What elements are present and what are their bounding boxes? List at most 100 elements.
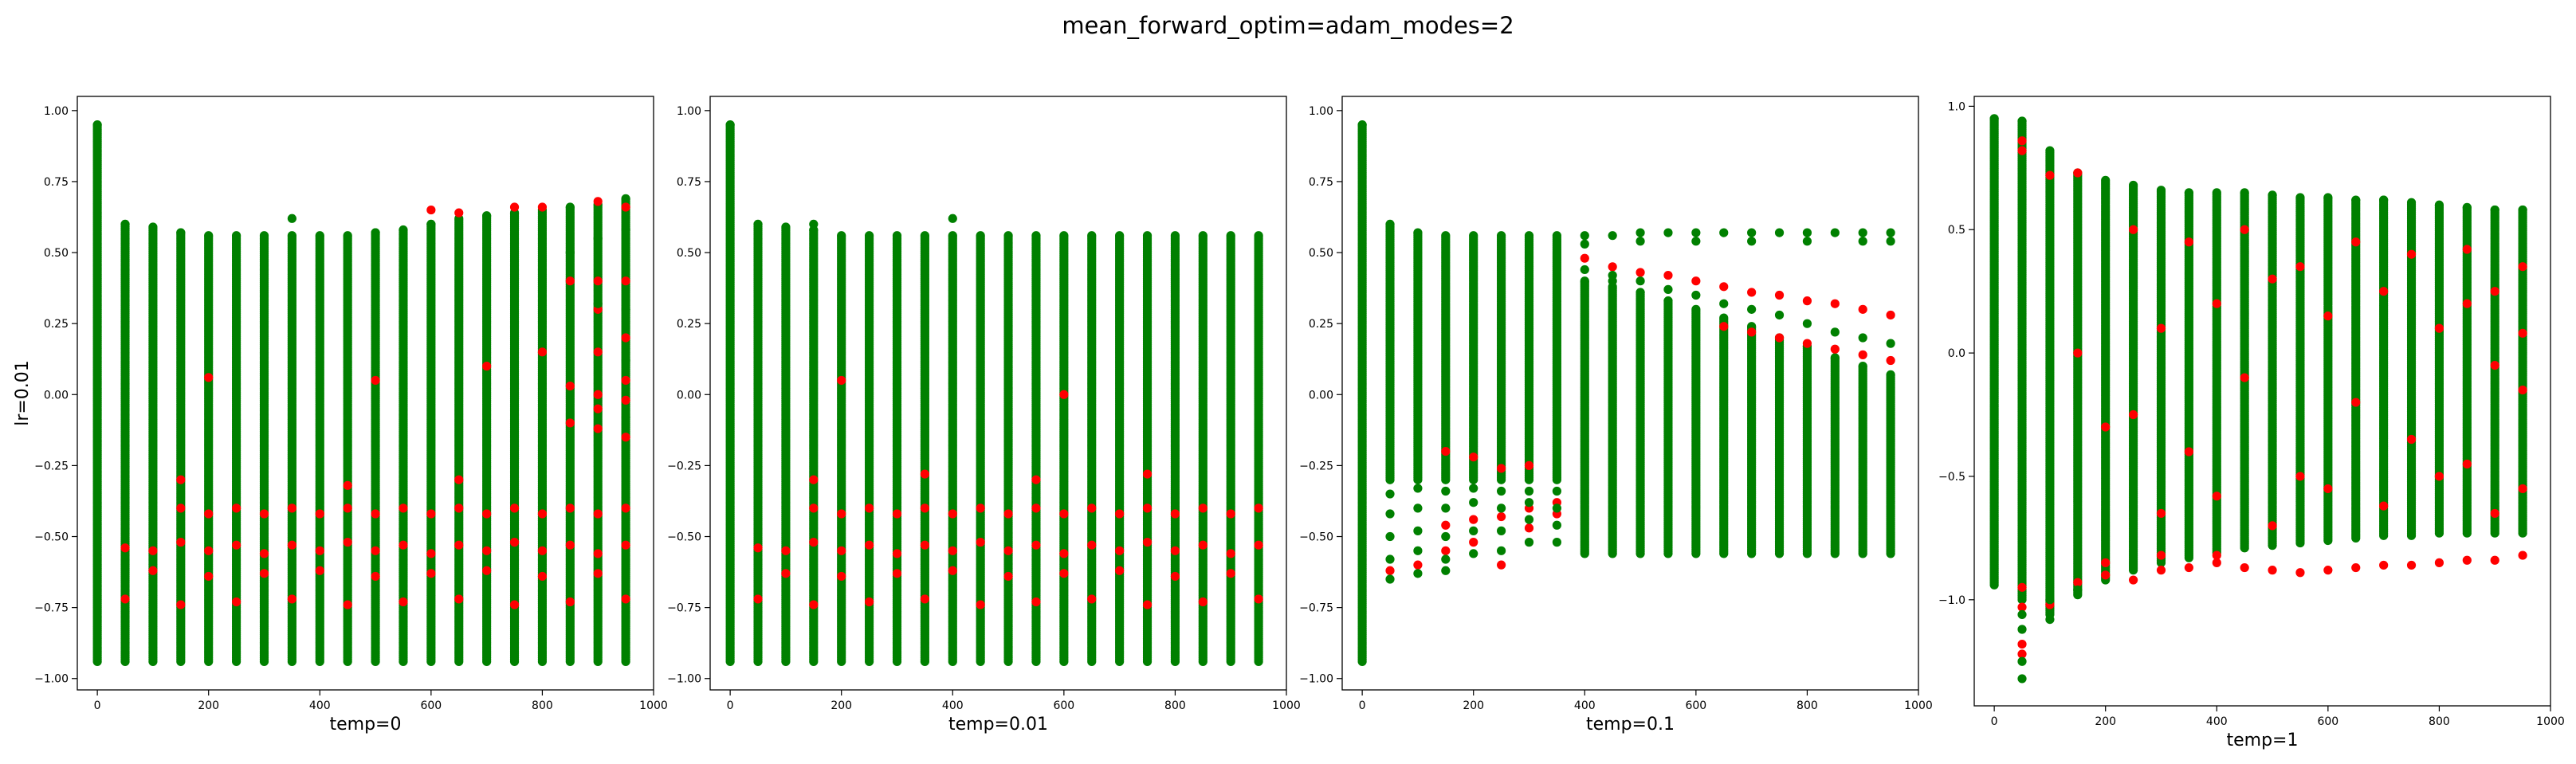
panel-0-column-x800	[537, 205, 548, 666]
panel-0-ytick-label: 0.75	[44, 176, 69, 189]
panel-0-point-red	[287, 503, 296, 513]
panel-0-column-x200	[204, 231, 214, 666]
panel-0-point-green	[482, 211, 492, 221]
panel-0-point-red	[621, 540, 630, 550]
panel-0-point-red	[565, 418, 575, 428]
panel-0-point-red	[426, 569, 436, 578]
panel-0-point-red	[204, 571, 214, 582]
panel-0-xtick-label: 800	[532, 699, 553, 712]
panel-0-point-red	[399, 503, 408, 513]
panel-1-point-green	[725, 120, 735, 130]
panel-0-point-red	[454, 540, 464, 550]
panel-0-ytick-label: 0.00	[44, 389, 69, 402]
panel-0-point-red	[371, 375, 380, 386]
panel-0-point-red	[287, 594, 296, 604]
panel-0-column-x500	[371, 228, 380, 666]
panel-0-point-red	[482, 566, 492, 575]
panel-0-point-green	[204, 231, 214, 241]
panel-1-ytick-label: −0.50	[667, 531, 701, 544]
panel-0-point-red	[399, 597, 408, 607]
panel-0-point-red	[593, 424, 603, 433]
panel-0-point-red	[204, 546, 214, 555]
panel-0-point-red	[537, 202, 548, 212]
panel-0-xtick-label: 1000	[639, 699, 668, 712]
panel-1-xtick-label: 800	[1164, 699, 1186, 712]
panel-0-point-red	[231, 503, 242, 513]
panel-0-point-red	[621, 375, 630, 386]
panel-0-point-red	[482, 546, 492, 555]
panel-0-column-x850	[565, 202, 575, 666]
panel-0-point-red	[343, 503, 352, 513]
panel-0-point-green	[176, 228, 186, 237]
panel-0-point-red	[426, 549, 436, 558]
panel-0-column-x100	[148, 222, 158, 666]
panel-0-point-red	[621, 594, 630, 604]
panel-0-ytick-label: 1.00	[44, 105, 69, 118]
panel-0-point-green	[371, 228, 380, 237]
panel-0-point-red	[593, 569, 603, 578]
panel-0-point-red	[176, 475, 186, 484]
panel-0-point-green	[565, 202, 575, 212]
panel-0-point-red	[593, 509, 603, 519]
panel-0-point-green	[426, 219, 436, 229]
panel-0-column-x400	[315, 231, 324, 666]
panel-0-point-red	[509, 503, 520, 513]
panel-0-point-green-outlier	[593, 233, 603, 243]
panel-0-ytick-label: −1.00	[34, 673, 69, 686]
panel-0-point-red	[204, 373, 214, 382]
panel-0-point-red	[371, 571, 380, 582]
panel-0-point-green	[287, 231, 296, 241]
panel-0-point-green	[315, 231, 324, 241]
panel-0-ylabel: lr=0.01	[13, 360, 33, 426]
panel-0-point-red	[565, 540, 575, 550]
panel-0-point-red	[454, 475, 464, 484]
panel-0-point-red	[593, 347, 603, 357]
panel-0-point-green	[621, 194, 630, 203]
panel-1-ytick-label: 1.00	[677, 105, 701, 118]
panel-0-point-green	[343, 231, 352, 241]
panel-0-point-red	[537, 509, 548, 519]
panel-0-point-red	[454, 503, 464, 513]
panel-0-point-green	[148, 222, 158, 232]
panel-0-point-green	[92, 120, 102, 130]
panel-0-point-green	[120, 219, 130, 229]
panel-0-point-red	[537, 571, 548, 582]
panel-0-point-green-outlier	[621, 225, 630, 235]
panel-0-point-red	[259, 569, 269, 578]
panel-0-point-red	[120, 594, 130, 604]
panel-0-xtick-label: 200	[198, 699, 219, 712]
panel-0-point-red	[565, 597, 575, 607]
panel-0-point-green-outlier	[565, 248, 575, 257]
panel-0-point-red	[509, 202, 520, 212]
panel-0-point-red	[621, 276, 630, 286]
panel-1-point-green	[753, 219, 763, 229]
panel-0-point-red	[565, 503, 575, 513]
panel-0-point-red	[593, 404, 603, 413]
panel-0-point-red	[454, 208, 464, 217]
panel-0-point-green	[399, 225, 408, 235]
panel-0-column-x700	[482, 211, 492, 666]
panel-0-point-red	[454, 594, 464, 604]
panel-0-point-red	[343, 600, 352, 609]
panel-0-point-red	[621, 503, 630, 513]
panel-0-xlabel: temp=0	[330, 715, 402, 735]
panel-1-ytick-label: 0.00	[677, 389, 701, 402]
panel-0-point-red	[593, 390, 603, 399]
panel-1-xtick-label: 1000	[1272, 699, 1301, 712]
panel-0-point-red	[148, 546, 158, 555]
panel-0-point-red	[231, 540, 242, 550]
panel-0-point-red	[120, 543, 130, 553]
panel-0-xtick-label: 0	[94, 699, 101, 712]
panel-1-xtick-label: 200	[831, 699, 852, 712]
panel-0-ytick-label: −0.50	[34, 531, 69, 544]
panel-0-point-red	[509, 538, 520, 547]
panel-1-ytick-label: −1.00	[667, 673, 701, 686]
panel-0-point-red	[565, 276, 575, 286]
panel-0-point-red	[509, 600, 520, 609]
panel-0-point-red	[176, 503, 186, 513]
panel-0-point-red	[315, 509, 324, 519]
panel-0-point-red	[399, 540, 408, 550]
panel-0-point-red	[315, 546, 324, 555]
panel-0-point-green	[259, 231, 269, 241]
panel-0-point-green	[231, 231, 242, 241]
